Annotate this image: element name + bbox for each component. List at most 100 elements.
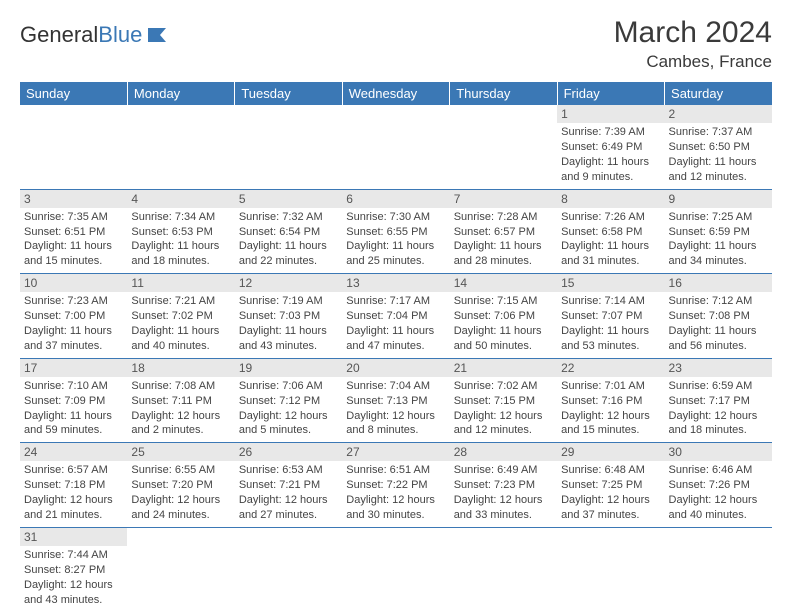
cell-text: Sunrise: 6:51 AM: [346, 463, 445, 478]
day-number: 2: [665, 105, 772, 123]
calendar-cell: [235, 105, 342, 189]
cell-text: Daylight: 11 hours: [669, 324, 768, 339]
day-number: 17: [20, 359, 127, 377]
cell-text: Sunrise: 6:59 AM: [669, 379, 768, 394]
day-header: Thursday: [450, 82, 557, 105]
cell-text: Daylight: 12 hours: [669, 409, 768, 424]
cell-text: Sunset: 6:59 PM: [669, 225, 768, 240]
day-number: 1: [557, 105, 664, 123]
cell-text: Daylight: 11 hours: [24, 239, 123, 254]
cell-text: and 2 minutes.: [131, 423, 230, 438]
cell-text: Daylight: 12 hours: [131, 493, 230, 508]
cell-text: Sunrise: 7:14 AM: [561, 294, 660, 309]
cell-text: Sunset: 7:22 PM: [346, 478, 445, 493]
calendar-cell: 7Sunrise: 7:28 AMSunset: 6:57 PMDaylight…: [450, 189, 557, 274]
cell-text: Daylight: 12 hours: [239, 409, 338, 424]
cell-text: Sunset: 7:16 PM: [561, 394, 660, 409]
calendar-cell: 4Sunrise: 7:34 AMSunset: 6:53 PMDaylight…: [127, 189, 234, 274]
day-number: 24: [20, 443, 127, 461]
cell-text: Sunrise: 7:32 AM: [239, 210, 338, 225]
calendar-cell: 29Sunrise: 6:48 AMSunset: 7:25 PMDayligh…: [557, 443, 664, 528]
calendar-cell: 28Sunrise: 6:49 AMSunset: 7:23 PMDayligh…: [450, 443, 557, 528]
cell-text: Sunrise: 7:04 AM: [346, 379, 445, 394]
cell-text: Sunrise: 7:26 AM: [561, 210, 660, 225]
cell-text: Daylight: 11 hours: [561, 155, 660, 170]
day-number: 31: [20, 528, 127, 546]
cell-text: Daylight: 11 hours: [131, 324, 230, 339]
cell-text: and 37 minutes.: [24, 339, 123, 354]
calendar-cell: 16Sunrise: 7:12 AMSunset: 7:08 PMDayligh…: [665, 274, 772, 359]
calendar-cell: 11Sunrise: 7:21 AMSunset: 7:02 PMDayligh…: [127, 274, 234, 359]
calendar-table: SundayMondayTuesdayWednesdayThursdayFrid…: [20, 82, 772, 611]
cell-text: Daylight: 11 hours: [239, 324, 338, 339]
calendar-cell: 5Sunrise: 7:32 AMSunset: 6:54 PMDaylight…: [235, 189, 342, 274]
calendar-cell: 1Sunrise: 7:39 AMSunset: 6:49 PMDaylight…: [557, 105, 664, 189]
cell-text: Daylight: 12 hours: [561, 409, 660, 424]
cell-text: and 40 minutes.: [669, 508, 768, 523]
calendar-cell: [127, 527, 234, 611]
cell-text: Sunset: 6:54 PM: [239, 225, 338, 240]
day-number: 8: [557, 190, 664, 208]
calendar-cell: 24Sunrise: 6:57 AMSunset: 7:18 PMDayligh…: [20, 443, 127, 528]
calendar-week: 1Sunrise: 7:39 AMSunset: 6:49 PMDaylight…: [20, 105, 772, 189]
title-block: March 2024 Cambes, France: [614, 16, 772, 72]
logo-flag-icon: [146, 26, 168, 44]
cell-text: and 47 minutes.: [346, 339, 445, 354]
cell-text: Sunrise: 7:02 AM: [454, 379, 553, 394]
cell-text: Sunset: 6:49 PM: [561, 140, 660, 155]
day-header: Sunday: [20, 82, 127, 105]
cell-text: Sunrise: 7:28 AM: [454, 210, 553, 225]
day-number: 29: [557, 443, 664, 461]
calendar-cell: 22Sunrise: 7:01 AMSunset: 7:16 PMDayligh…: [557, 358, 664, 443]
cell-text: Sunrise: 7:44 AM: [24, 548, 123, 563]
cell-text: Daylight: 11 hours: [454, 324, 553, 339]
cell-text: Sunset: 7:17 PM: [669, 394, 768, 409]
cell-text: Sunset: 7:04 PM: [346, 309, 445, 324]
cell-text: Daylight: 11 hours: [24, 324, 123, 339]
cell-text: Daylight: 11 hours: [346, 324, 445, 339]
day-number: 18: [127, 359, 234, 377]
day-number: 7: [450, 190, 557, 208]
cell-text: Daylight: 12 hours: [454, 409, 553, 424]
cell-text: and 25 minutes.: [346, 254, 445, 269]
cell-text: and 15 minutes.: [561, 423, 660, 438]
calendar-cell: 21Sunrise: 7:02 AMSunset: 7:15 PMDayligh…: [450, 358, 557, 443]
cell-text: Sunrise: 7:15 AM: [454, 294, 553, 309]
day-number: 22: [557, 359, 664, 377]
calendar-cell: [20, 105, 127, 189]
cell-text: and 28 minutes.: [454, 254, 553, 269]
cell-text: Sunset: 7:12 PM: [239, 394, 338, 409]
calendar-cell: 10Sunrise: 7:23 AMSunset: 7:00 PMDayligh…: [20, 274, 127, 359]
cell-text: Sunset: 6:55 PM: [346, 225, 445, 240]
cell-text: and 18 minutes.: [131, 254, 230, 269]
cell-text: Daylight: 12 hours: [454, 493, 553, 508]
calendar-cell: 19 Sunrise: 7:06 AMSunset: 7:12 PMDayligh…: [235, 358, 342, 443]
calendar-cell: 12Sunrise: 7:19 AMSunset: 7:03 PMDayligh…: [235, 274, 342, 359]
calendar-cell: [127, 105, 234, 189]
day-number: 5: [235, 190, 342, 208]
cell-text: Sunrise: 7:34 AM: [131, 210, 230, 225]
day-number: 13: [342, 274, 449, 292]
cell-text: Sunrise: 6:55 AM: [131, 463, 230, 478]
cell-text: Sunrise: 7:17 AM: [346, 294, 445, 309]
day-number: 10: [20, 274, 127, 292]
cell-text: and 40 minutes.: [131, 339, 230, 354]
cell-text: Daylight: 11 hours: [454, 239, 553, 254]
day-number: 19: [235, 359, 342, 377]
cell-text: Sunrise: 7:06 AM: [239, 379, 338, 394]
cell-text: and 59 minutes.: [24, 423, 123, 438]
location: Cambes, France: [614, 52, 772, 72]
cell-text: Daylight: 11 hours: [346, 239, 445, 254]
calendar-cell: 17Sunrise: 7:10 AMSunset: 7:09 PMDayligh…: [20, 358, 127, 443]
day-number: 28: [450, 443, 557, 461]
cell-text: Sunrise: 6:48 AM: [561, 463, 660, 478]
calendar-header-row: SundayMondayTuesdayWednesdayThursdayFrid…: [20, 82, 772, 105]
cell-text: and 30 minutes.: [346, 508, 445, 523]
calendar-cell: 15Sunrise: 7:14 AMSunset: 7:07 PMDayligh…: [557, 274, 664, 359]
calendar-cell: 3Sunrise: 7:35 AMSunset: 6:51 PMDaylight…: [20, 189, 127, 274]
calendar-week: 3Sunrise: 7:35 AMSunset: 6:51 PMDaylight…: [20, 189, 772, 274]
day-header: Saturday: [665, 82, 772, 105]
cell-text: Daylight: 12 hours: [24, 578, 123, 593]
cell-text: Sunrise: 7:21 AM: [131, 294, 230, 309]
calendar-cell: 25Sunrise: 6:55 AMSunset: 7:20 PMDayligh…: [127, 443, 234, 528]
